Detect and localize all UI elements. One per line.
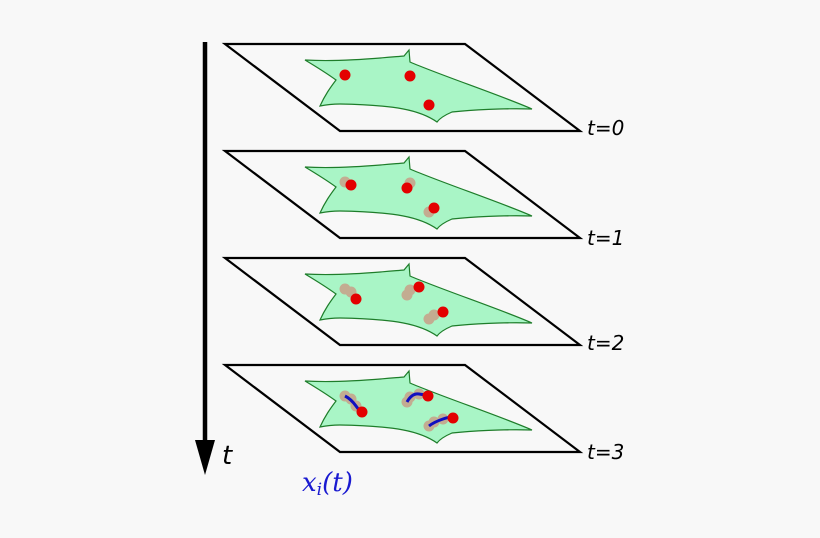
- trajectory-base: x: [302, 468, 317, 498]
- trajectory-subscript: i: [317, 480, 322, 500]
- trajectory-label: xi(t): [302, 468, 353, 500]
- axis-label: t: [222, 441, 233, 471]
- time-arrowhead: [195, 440, 215, 475]
- plane-label: t=2: [587, 331, 624, 355]
- plane-2: [223, 256, 582, 347]
- plane-0: [223, 42, 582, 133]
- plane-label: t=3: [587, 440, 624, 464]
- plane-label: t=1: [587, 226, 624, 250]
- trajectory-suffix: (t): [322, 468, 353, 498]
- plane-label: t=0: [587, 116, 624, 140]
- plane-1: [223, 149, 582, 240]
- plane-3: [223, 363, 582, 454]
